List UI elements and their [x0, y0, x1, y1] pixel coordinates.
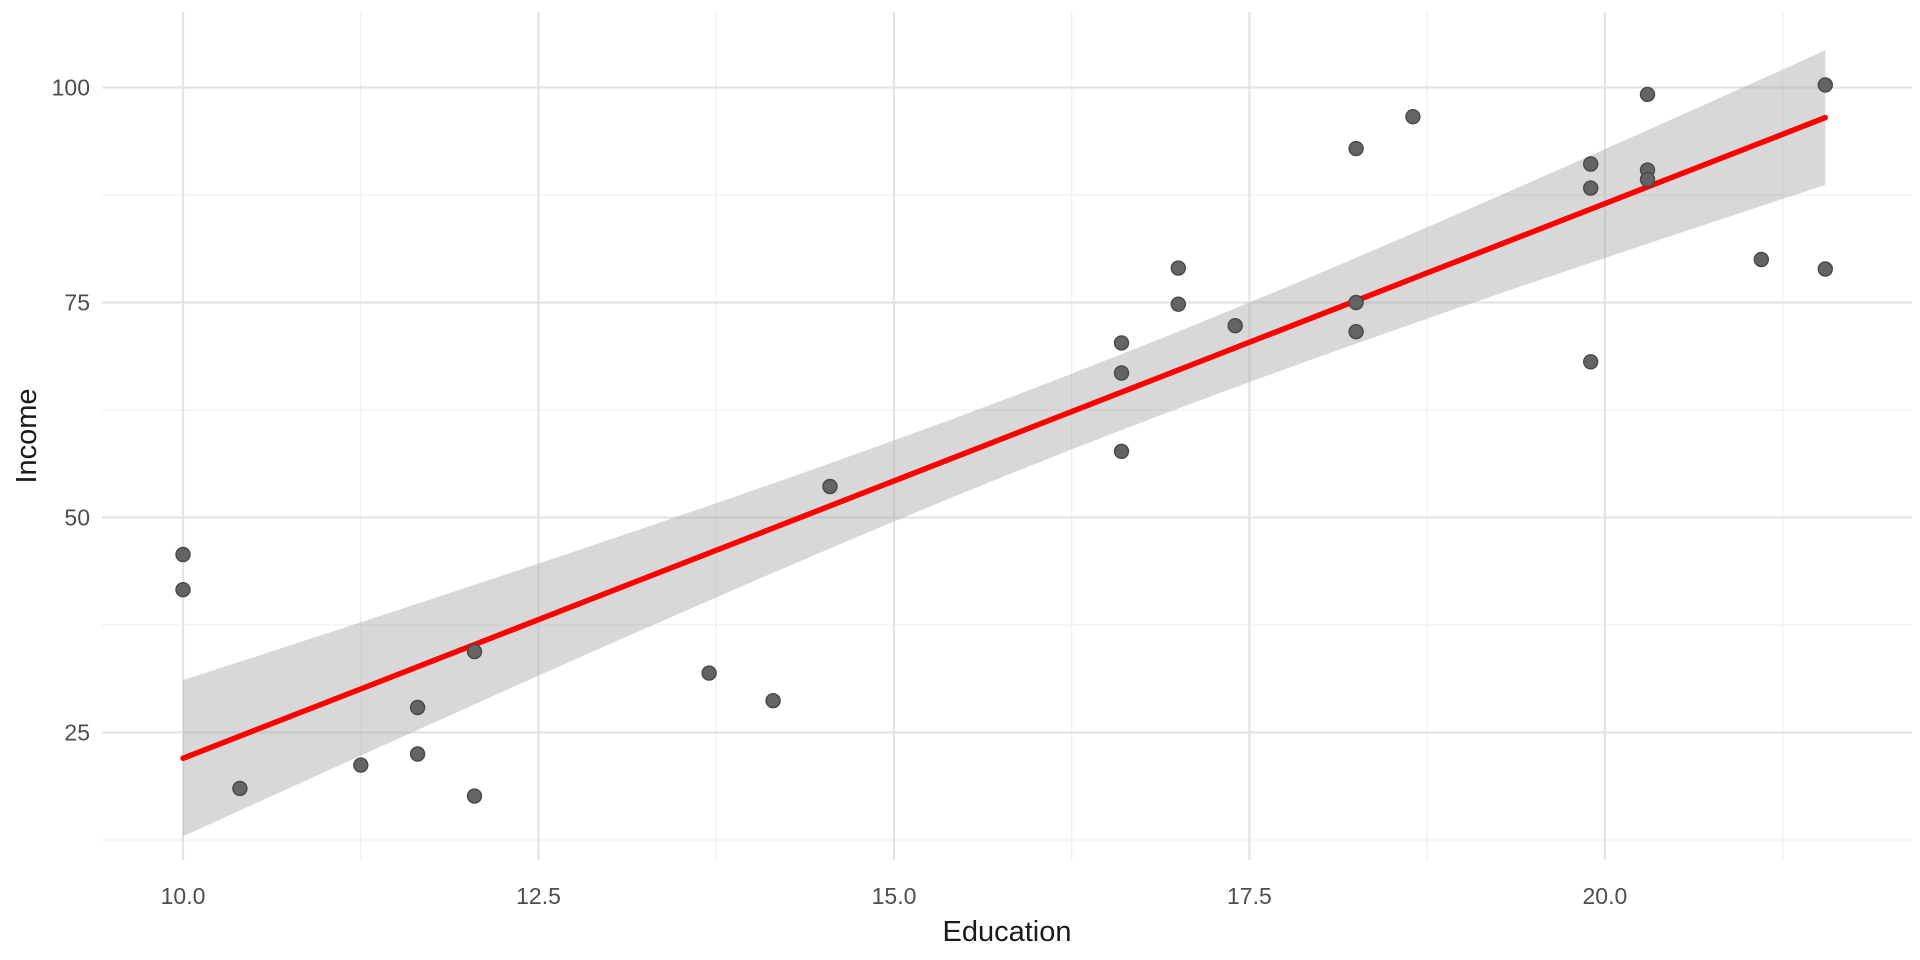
y-axis-title: Income [11, 388, 43, 483]
regression-line-layer [180, 114, 1829, 762]
data-point [1817, 261, 1834, 277]
data-point [1348, 294, 1364, 311]
data-point [1582, 354, 1599, 370]
data-points-layer [175, 77, 1834, 804]
confidence-band [183, 50, 1826, 837]
y-tick-label: 100 [52, 75, 90, 101]
data-point [466, 643, 483, 660]
data-point [175, 582, 191, 598]
data-point [232, 780, 248, 797]
x-tick-label: 10.0 [161, 883, 206, 909]
data-point [1582, 156, 1599, 172]
confidence-band-layer [183, 50, 1826, 837]
data-point [1405, 108, 1421, 125]
x-tick-label: 17.5 [1227, 883, 1272, 909]
y-tick-label: 50 [64, 505, 90, 531]
data-point [1639, 86, 1656, 103]
data-point [1753, 251, 1770, 268]
data-point [765, 693, 781, 709]
x-axis-title: Education [943, 916, 1072, 948]
data-point [175, 546, 191, 563]
data-point [1113, 443, 1130, 459]
data-point [701, 665, 717, 681]
data-point [1348, 140, 1364, 157]
data-point [409, 746, 426, 762]
x-tick-label: 12.5 [516, 883, 561, 909]
data-point [1639, 171, 1656, 188]
data-point [1170, 260, 1187, 276]
x-tick-label: 20.0 [1583, 883, 1628, 909]
data-point [1817, 77, 1834, 93]
data-point [409, 699, 426, 716]
regression-line [180, 114, 1829, 762]
data-point [1582, 180, 1599, 196]
data-point [353, 757, 369, 773]
data-point [1348, 324, 1364, 340]
data-point [1113, 365, 1130, 381]
y-tick-label: 75 [64, 290, 90, 316]
x-tick-labels: 10.0 12.5 15.0 17.5 20.0 [161, 883, 1628, 909]
gridlines-minor [102, 12, 1912, 860]
gridlines-major [102, 12, 1912, 860]
data-point [1227, 318, 1243, 334]
y-tick-label: 25 [64, 720, 90, 746]
x-tick-label: 15.0 [872, 883, 917, 909]
data-point [1170, 296, 1187, 312]
data-point [822, 478, 838, 495]
y-tick-labels: 25 50 75 100 [52, 75, 90, 746]
data-point [1113, 335, 1130, 351]
data-point [466, 788, 483, 804]
